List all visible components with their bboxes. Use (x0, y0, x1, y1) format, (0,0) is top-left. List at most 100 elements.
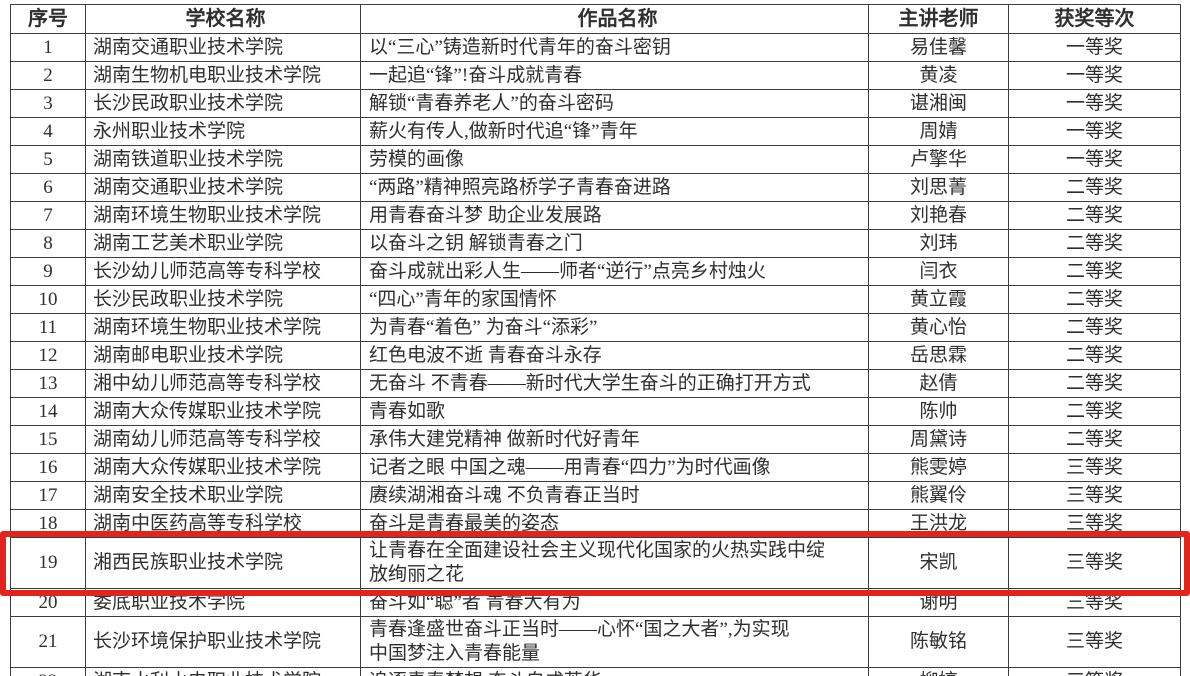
cell-index: 20 (10, 588, 86, 617)
cell-teacher: 谌湘闽 (868, 89, 1009, 118)
cell-award: 一等奖 (1008, 89, 1181, 118)
table-row: 16 湖南大众传媒职业技术学院 记者之眼 中国之魂——用青春“四力”为时代画像 熊雯婷… (10, 453, 1181, 482)
cell-award: 二等奖 (1008, 201, 1181, 230)
cell-award: 二等奖 (1008, 341, 1181, 370)
table-row: 13 湘中幼儿师范高等专科学校 无奋斗 不青春——新时代大学生奋斗的正确打开方式 赵倩… (10, 369, 1181, 398)
cell-index: 21 (10, 616, 86, 668)
cell-teacher: 刘艳春 (868, 201, 1009, 230)
cell-teacher: 周婧 (868, 117, 1009, 146)
table-row: 4 永州职业技术学院 薪火有传人,做新时代追“锋”青年 周婧 一等奖 (10, 117, 1181, 146)
table-row: 17 湖南安全技术职业学院 赓续湖湘奋斗魂 不负青春正当时 熊翼伶 三等奖 (10, 481, 1181, 510)
cell-index: 8 (10, 229, 86, 258)
cell-work: 薪火有传人,做新时代追“锋”青年 (360, 117, 869, 146)
cell-work: 红色电波不逝 青春奋斗永存 (360, 341, 869, 370)
table-row: 15 湖南幼儿师范高等专科学校 承伟大建党精神 做新时代好青年 周黛诗 二等奖 (10, 425, 1181, 454)
table-row: 3 长沙民政职业技术学院 解锁“青春养老人”的奋斗密码 谌湘闽 一等奖 (10, 89, 1181, 118)
cell-award: 一等奖 (1008, 117, 1181, 146)
cell-work: 承伟大建党精神 做新时代好青年 (360, 425, 869, 454)
cell-award: 三等奖 (1008, 616, 1181, 668)
cell-award: 一等奖 (1008, 61, 1181, 90)
cell-index: 5 (10, 145, 86, 174)
cell-teacher: 柳婷 (868, 667, 1009, 676)
cell-index: 10 (10, 285, 86, 314)
cell-school: 湖南安全技术职业学院 (85, 481, 361, 510)
cell-school: 长沙民政职业技术学院 (85, 89, 361, 118)
cell-work: 无奋斗 不青春——新时代大学生奋斗的正确打开方式 (360, 369, 869, 398)
cell-school: 永州职业技术学院 (85, 117, 361, 146)
cell-work: 解锁“青春养老人”的奋斗密码 (360, 89, 869, 118)
cell-index: 11 (10, 313, 86, 342)
cell-award: 二等奖 (1008, 425, 1181, 454)
cell-index: 7 (10, 201, 86, 230)
cell-teacher: 王洪龙 (868, 509, 1009, 538)
cell-work: 为青春“着色” 为奋斗“添彩” (360, 313, 869, 342)
cell-index: 18 (10, 509, 86, 538)
cell-index: 14 (10, 397, 86, 426)
cell-index: 1 (10, 33, 86, 62)
cell-award: 三等奖 (1008, 509, 1181, 538)
cell-teacher: 黄凌 (868, 61, 1009, 90)
column-header-index: 序号 (10, 4, 86, 34)
cell-work: 赓续湖湘奋斗魂 不负青春正当时 (360, 481, 869, 510)
cell-work: 以奋斗之钥 解锁青春之门 (360, 229, 869, 258)
cell-work: “两路”精神照亮路桥学子青春奋进路 (360, 173, 869, 202)
cell-school: 湖南幼儿师范高等专科学校 (85, 425, 361, 454)
cell-index: 2 (10, 61, 86, 90)
cell-school: 湖南铁道职业技术学院 (85, 145, 361, 174)
cell-index: 3 (10, 89, 86, 118)
cell-index: 22 (10, 667, 86, 676)
cell-award: 三等奖 (1008, 481, 1181, 510)
cell-award: 一等奖 (1008, 33, 1181, 62)
table-row: 6 湖南交通职业技术学院 “两路”精神照亮路桥学子青春奋进路 刘思菁 二等奖 (10, 173, 1181, 202)
cell-teacher: 熊雯婷 (868, 453, 1009, 482)
cell-school: 湖南中医药高等专科学校 (85, 509, 361, 538)
cell-work: 青春如歌 (360, 397, 869, 426)
cell-work: 记者之眼 中国之魂——用青春“四力”为时代画像 (360, 453, 869, 482)
cell-teacher: 刘玮 (868, 229, 1009, 258)
table-row: 7 湖南环境生物职业技术学院 用青春奋斗梦 助企业发展路 刘艳春 二等奖 (10, 201, 1181, 230)
cell-school: 湘西民族职业技术学院 (85, 537, 361, 589)
cell-school: 长沙环境保护职业技术学院 (85, 616, 361, 668)
cell-teacher: 黄心怡 (868, 313, 1009, 342)
table-row: 9 长沙幼儿师范高等专科学校 奋斗成就出彩人生——师者“逆行”点亮乡村烛火 闫衣 二等奖 (10, 257, 1181, 286)
cell-award: 二等奖 (1008, 313, 1181, 342)
table-row: 10 长沙民政职业技术学院 “四心”青年的家国情怀 黄立霞 二等奖 (10, 285, 1181, 314)
cell-award: 三等奖 (1008, 667, 1181, 676)
cell-teacher: 黄立霞 (868, 285, 1009, 314)
table-header: 序号 学校名称 作品名称 主讲老师 获奖等次 (10, 4, 1181, 34)
cell-index: 9 (10, 257, 86, 286)
table-row: 14 湖南大众传媒职业技术学院 青春如歌 陈帅 二等奖 (10, 397, 1181, 426)
cell-index: 16 (10, 453, 86, 482)
table-row: 2 湖南生物机电职业技术学院 一起追“锋”!奋斗成就青春 黄凌 一等奖 (10, 61, 1181, 90)
cell-work: 青春逢盛世奋斗正当时——心怀“国之大者”,为实现 中国梦注入青春能量 (360, 616, 869, 668)
cell-work: 以“三心”铸造新时代青年的奋斗密钥 (360, 33, 869, 62)
cell-school: 湖南水利水电职业技术学院 (85, 667, 361, 676)
cell-school: 湖南邮电职业技术学院 (85, 341, 361, 370)
table-row: 21 长沙环境保护职业技术学院 青春逢盛世奋斗正当时——心怀“国之大者”,为实现 中… (10, 616, 1181, 668)
cell-work: 劳模的画像 (360, 145, 869, 174)
cell-work: “四心”青年的家国情怀 (360, 285, 869, 314)
cell-teacher: 周黛诗 (868, 425, 1009, 454)
cell-teacher: 谢明 (868, 588, 1009, 617)
cell-teacher: 陈帅 (868, 397, 1009, 426)
cell-work: 奋斗是青春最美的姿态 (360, 509, 869, 538)
cell-work: 追逐青春梦想 奋斗自成芳华 (360, 667, 869, 676)
cell-award: 二等奖 (1008, 229, 1181, 258)
table-row: 8 湖南工艺美术职业学院 以奋斗之钥 解锁青春之门 刘玮 二等奖 (10, 229, 1181, 258)
cell-award: 二等奖 (1008, 397, 1181, 426)
cell-teacher: 熊翼伶 (868, 481, 1009, 510)
table-row: 20 娄底职业技术学院 奋斗如“聪”者 青春大有为 谢明 三等奖 (10, 588, 1181, 617)
cell-school: 湖南交通职业技术学院 (85, 173, 361, 202)
cell-index: 13 (10, 369, 86, 398)
table-row: 22湖南水利水电职业技术学院追逐青春梦想 奋斗自成芳华柳婷三等奖 (10, 667, 1181, 676)
cell-teacher: 易佳馨 (868, 33, 1009, 62)
cell-work: 一起追“锋”!奋斗成就青春 (360, 61, 869, 90)
cell-school: 长沙民政职业技术学院 (85, 285, 361, 314)
column-header-work: 作品名称 (360, 4, 869, 34)
cell-award: 三等奖 (1008, 453, 1181, 482)
cell-work: 奋斗如“聪”者 青春大有为 (360, 588, 869, 617)
cell-award: 一等奖 (1008, 145, 1181, 174)
cell-teacher: 卢擎华 (868, 145, 1009, 174)
table-row: 11 湖南环境生物职业技术学院 为青春“着色” 为奋斗“添彩” 黄心怡 二等奖 (10, 313, 1181, 342)
